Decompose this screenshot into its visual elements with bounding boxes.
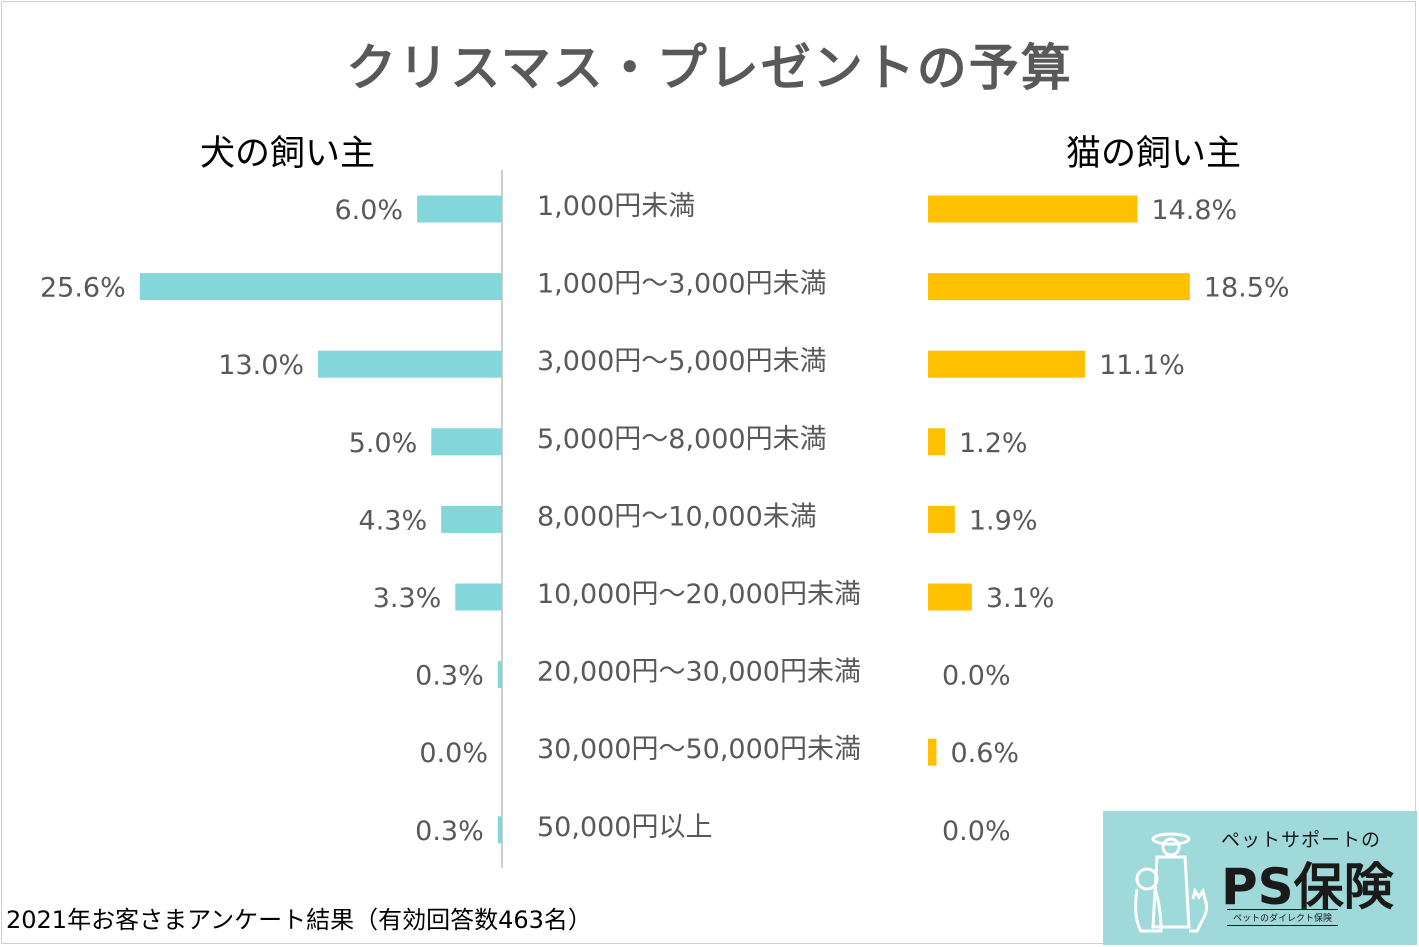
dog-bar (455, 583, 502, 611)
category-label: 1,000円未満 (537, 191, 695, 222)
ps-insurance-logo: ペットサポートの PS保険 ペットのダイレクト保険 (1103, 811, 1417, 945)
logo-brand: PS保険 (1221, 858, 1394, 916)
dog-bar (431, 428, 502, 456)
logo-tagline: ペットサポートの (1221, 829, 1382, 851)
dog-series-title: 犬の飼い主 (200, 134, 376, 174)
cat-bar (928, 738, 937, 766)
category-label: 10,000円～20,000円未満 (537, 579, 861, 610)
cat-bar (928, 428, 945, 456)
category-label: 8,000円～10,000未満 (537, 501, 817, 532)
dog-bar-label: 0.0% (419, 738, 488, 769)
category-label: 20,000円～30,000円未満 (537, 657, 861, 688)
logo-subtitle: ペットのダイレクト保険 (1227, 909, 1339, 926)
cat-bar (928, 505, 955, 533)
dog-bar-label: 25.6% (40, 273, 126, 304)
dog-and-cat-icon (1134, 832, 1209, 933)
category-label: 5,000円～8,000円未満 (537, 424, 827, 455)
cat-bar (928, 195, 1138, 223)
cat-series-title: 猫の飼い主 (1066, 134, 1242, 174)
cat-bar-label: 14.8% (1151, 195, 1237, 226)
cat-bar-label: 11.1% (1099, 350, 1185, 381)
category-label: 3,000円～5,000円未満 (537, 346, 827, 377)
dog-bar-label: 0.3% (415, 661, 484, 692)
cat-bar (928, 350, 1086, 378)
cat-bar-label: 1.9% (969, 505, 1038, 536)
chart-title: クリスマス・プレゼントの予算 (346, 39, 1073, 97)
cat-bar-label: 0.0% (942, 661, 1011, 692)
category-label: 1,000円～3,000円未満 (537, 269, 827, 300)
dog-bar (497, 661, 502, 689)
dog-bar (139, 273, 502, 301)
dog-bar-label: 13.0% (218, 350, 304, 381)
dog-bar-label: 3.3% (373, 583, 442, 614)
category-label: 30,000円～50,000円未満 (537, 734, 861, 765)
dog-bar (441, 505, 502, 533)
dog-bar-label: 4.3% (359, 505, 428, 536)
cat-bar-label: 18.5% (1204, 273, 1290, 304)
cat-bar (928, 583, 972, 611)
survey-footnote: 2021年お客さまアンケート結果（有効回答数463名） (6, 906, 592, 934)
category-label: 50,000円以上 (537, 812, 712, 843)
cat-bar (928, 273, 1190, 301)
cat-bar-label: 3.1% (986, 583, 1055, 614)
dog-bar (417, 195, 502, 223)
cat-bar-label: 0.0% (942, 816, 1011, 847)
cat-bar-label: 0.6% (950, 738, 1019, 769)
dog-bar-label: 5.0% (349, 428, 418, 459)
dog-bar (318, 350, 502, 378)
cat-bar-label: 1.2% (959, 428, 1028, 459)
dog-bar (497, 816, 502, 844)
dog-bar-label: 0.3% (415, 816, 484, 847)
dog-bar-label: 6.0% (334, 195, 403, 226)
